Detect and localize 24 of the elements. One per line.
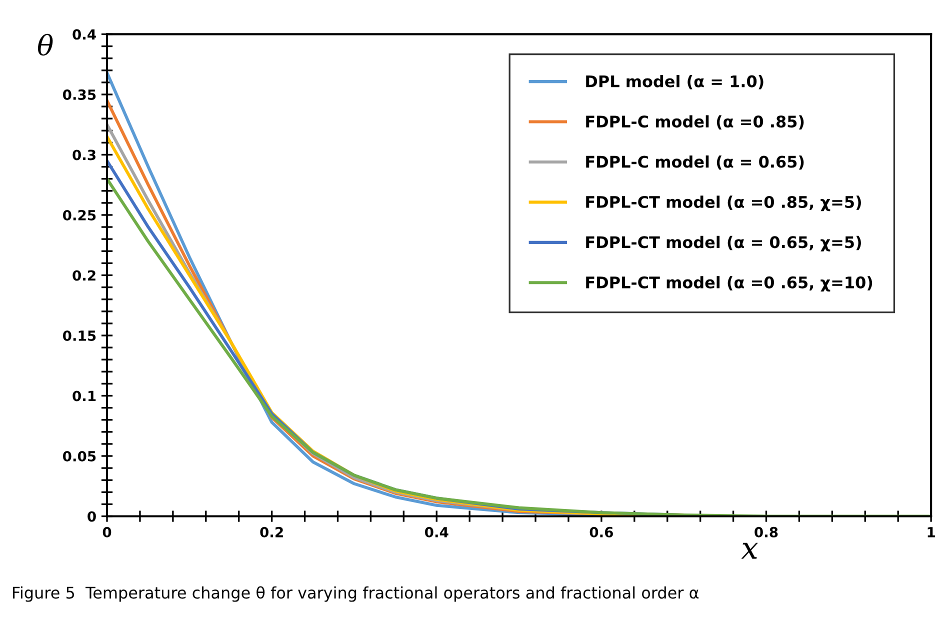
x-tick-label: 0.2 [260,526,283,538]
y-tick-label: 0.3 [72,150,96,160]
legend-label: FDPL-C model (α =0 .85) [586,115,804,130]
x-tick-label: 0.8 [754,526,778,538]
y-tick-label: 0 [88,511,96,522]
y-tick-label: 0.4 [72,29,96,40]
legend-label: FDPL-CT model (α =0 .85, χ=5) [586,196,861,212]
y-axis-title: θ [38,34,53,56]
legend-label: FDPL-CT model (α =0 .65, χ=10) [586,276,872,292]
y-tick-label: 0.15 [62,330,96,341]
legend-label: FDPL-C model (α = 0.65) [586,155,804,170]
x-tick-label: 0.4 [424,526,448,538]
y-tick-label: 0.25 [62,210,96,220]
x-axis-title: x [741,542,758,559]
caption: Figure 5 Temperature change θ for varying fractional operators and fractional order α [12,586,699,602]
y-tick-label: 0.2 [72,270,96,281]
legend-label: FDPL-CT model (α = 0.65, χ=5) [586,236,861,252]
x-tick-label: 1 [928,527,935,538]
x-tick-label: 0 [102,526,112,538]
y-tick-label: 0.35 [62,89,96,100]
y-tick-label: 0.1 [72,390,96,402]
y-tick-label: 0.05 [62,450,96,462]
x-tick-label: 0.6 [590,526,613,538]
legend-label: DPL model (α = 1.0) [586,75,764,90]
